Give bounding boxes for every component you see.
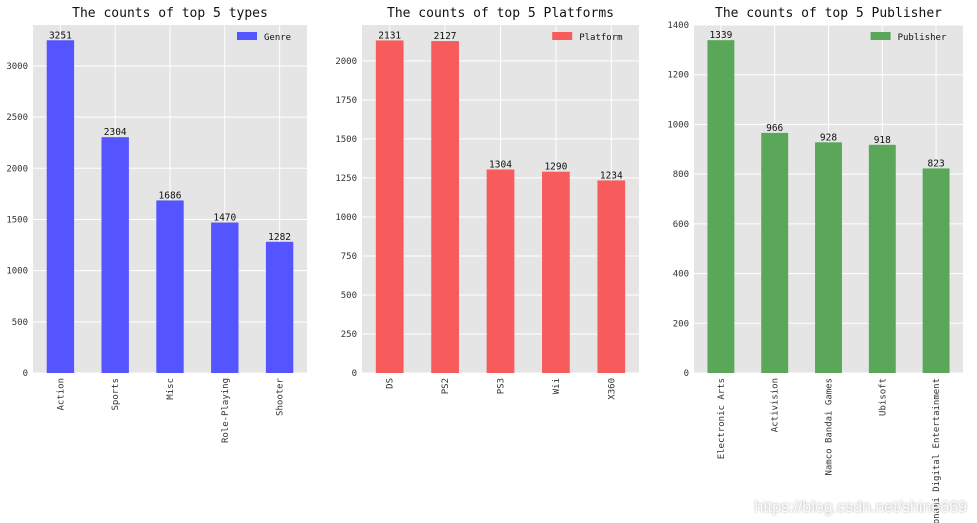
bar <box>868 144 896 373</box>
x-tick-label: Misc <box>166 378 176 400</box>
data-label: 2127 <box>434 31 457 42</box>
x-tick-label: Wii <box>552 378 562 394</box>
y-tick-label: 500 <box>12 318 28 328</box>
chart-panel-1: 0 500 1000 1500 2000 2500 3000 3251 2304 1686 1470… <box>6 6 307 443</box>
data-label: 1304 <box>489 160 512 171</box>
data-label: 2131 <box>378 30 401 41</box>
x-tick-label: Electronic Arts <box>717 378 727 459</box>
bar <box>542 171 570 373</box>
data-label: 1282 <box>268 232 291 243</box>
chart-panel-2: 0 250 500 750 1000 1250 1500 1750 2000 2131 2127 13… <box>335 6 639 400</box>
y-tick-label: 1400 <box>667 21 689 31</box>
y-tick-label: 0 <box>352 369 357 379</box>
data-label: 1339 <box>709 30 732 41</box>
y-tick-label: 1250 <box>335 174 357 184</box>
x-tick-label: Action <box>56 378 66 411</box>
bar <box>761 132 789 373</box>
y-tick-label: 1000 <box>335 213 357 223</box>
y-tick-label: 1000 <box>6 267 28 277</box>
chart-title: The counts of top 5 Publisher <box>715 6 942 21</box>
chart-title: The counts of top 5 types <box>72 6 268 21</box>
legend-swatch <box>237 32 257 40</box>
y-tick-label: 2500 <box>6 113 28 123</box>
x-tick-label: PS2 <box>441 378 451 394</box>
y-tick-label: 600 <box>673 220 689 230</box>
y-tick-label: 200 <box>673 319 689 329</box>
x-tick-label: Konami Digital Entertainment <box>932 378 942 523</box>
y-tick-label: 3000 <box>6 62 28 72</box>
legend-label: Platform <box>579 33 622 43</box>
bar <box>265 241 294 373</box>
x-tick-label: Namco Bandai Games <box>825 378 835 476</box>
y-tick-label: 500 <box>341 291 357 301</box>
y-tick-label: 1000 <box>667 120 689 130</box>
x-tick-label: Role-Playing <box>221 378 231 443</box>
data-label: 1470 <box>213 213 236 224</box>
bar <box>375 40 404 373</box>
bar <box>922 168 950 373</box>
data-label: 823 <box>928 158 945 169</box>
data-label: 2304 <box>104 127 127 138</box>
data-label: 1234 <box>600 170 623 181</box>
legend-label: Publisher <box>898 33 947 43</box>
chart-title: The counts of top 5 Platforms <box>387 6 614 21</box>
y-tick-label: 1500 <box>6 215 28 225</box>
y-tick-label: 400 <box>673 270 689 280</box>
y-tick-label: 750 <box>341 252 357 262</box>
y-tick-label: 1500 <box>335 135 357 145</box>
x-tick-label: PS3 <box>497 378 507 394</box>
y-tick-label: 2000 <box>335 57 357 67</box>
legend-label: Genre <box>264 33 291 43</box>
bar <box>431 41 459 373</box>
y-tick-label: 1200 <box>667 71 689 81</box>
bar <box>815 142 842 373</box>
bar <box>101 137 129 373</box>
bar <box>211 222 239 373</box>
bar <box>156 200 184 373</box>
data-label: 928 <box>820 132 837 143</box>
y-tick-label: 800 <box>673 170 689 180</box>
y-tick-label: 250 <box>341 330 357 340</box>
x-tick-label: Activision <box>771 378 781 432</box>
legend-swatch <box>552 32 573 40</box>
x-tick-label: Ubisoft <box>878 378 888 416</box>
data-label: 1290 <box>544 162 567 173</box>
x-tick-label: Sports <box>111 378 121 411</box>
chart-panel-3: 0 200 400 600 800 1000 1200 1400 1339 966 928 918 82… <box>667 6 963 523</box>
legend-swatch <box>870 32 891 40</box>
y-tick-label: 1750 <box>335 96 357 106</box>
y-tick-label: 2000 <box>6 164 28 174</box>
bar <box>46 40 75 374</box>
watermark: https://blog.csdn.net/shine669 <box>754 499 967 516</box>
data-label: 966 <box>766 123 783 134</box>
data-label: 3251 <box>49 30 72 41</box>
x-tick-label: X360 <box>607 378 617 400</box>
data-label: 918 <box>874 135 891 146</box>
data-label: 1686 <box>159 190 182 201</box>
y-tick-label: 0 <box>684 369 689 379</box>
bar <box>597 180 626 373</box>
y-tick-label: 0 <box>23 369 28 379</box>
x-tick-label: Shooter <box>276 377 286 416</box>
bar <box>707 40 735 374</box>
x-tick-label: DS <box>386 378 396 389</box>
bar <box>486 169 515 373</box>
